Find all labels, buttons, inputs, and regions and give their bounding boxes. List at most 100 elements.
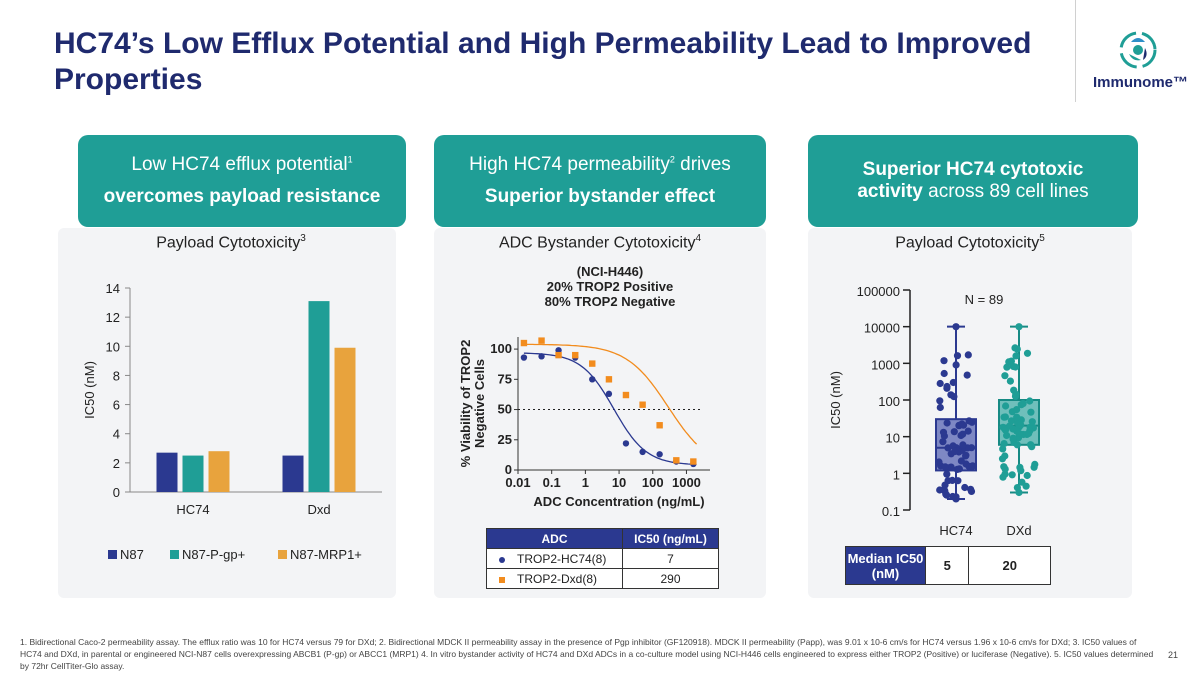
y-tick-label: 100	[878, 394, 900, 409]
table-cell-dxd-ic50: 290	[622, 568, 719, 589]
circle-marker-icon	[499, 556, 505, 563]
fit-curve-1	[523, 343, 698, 445]
table-row-hc74: TROP2-HC74(8)	[486, 548, 623, 569]
data-point-hc74	[952, 361, 960, 369]
company-logo: Immunome™	[1093, 28, 1188, 94]
data-point-min	[1015, 488, 1023, 497]
x-tick-label: DXd	[1006, 523, 1031, 538]
data-point-hc74	[520, 354, 528, 361]
data-point-dxd	[520, 339, 528, 347]
data-point-hc74	[605, 390, 613, 398]
banner-efflux-sup: 1	[347, 154, 353, 165]
data-point-dxd	[1026, 397, 1034, 405]
y-tick-label: 10000	[864, 321, 900, 336]
data-point-hc74	[951, 447, 959, 456]
panel-celllines	[808, 228, 1132, 598]
legend-swatch-2	[278, 550, 287, 559]
data-point-hc74	[941, 463, 949, 471]
y-tick-label: 75	[498, 371, 512, 386]
data-point-hc74	[935, 458, 943, 466]
data-point-hc74	[940, 369, 948, 378]
x-tick-label: 100	[642, 475, 664, 490]
data-point-dxd	[1006, 422, 1014, 430]
data-point-dxd	[673, 457, 680, 464]
median-table: Median IC50 (nM) 5 20	[845, 546, 1051, 585]
data-point-hc74	[959, 421, 968, 429]
data-point-hc74	[555, 347, 562, 354]
y-tick-label: 100000	[857, 284, 900, 299]
data-point-hc74	[957, 457, 965, 465]
table-header-adc: ADC	[486, 528, 623, 549]
chart-title-line: 80% TROP2 Negative	[545, 294, 676, 309]
data-point-dxd	[1011, 392, 1020, 400]
data-point-min	[952, 495, 960, 503]
banner-cyto-line2-bold: activity	[857, 181, 923, 202]
data-point-hc74	[943, 382, 951, 391]
data-point-dxd	[1001, 465, 1009, 473]
data-point-hc74	[538, 353, 545, 360]
banner-efflux: Low HC74 efflux potential1 overcomes pay…	[78, 135, 406, 227]
data-point-dxd	[1025, 429, 1033, 438]
y-tick-label: 4	[113, 427, 120, 442]
y-tick-label: 12	[106, 310, 120, 325]
immunome-logo-icon	[1119, 31, 1157, 69]
banner-cyto-line2: across 89 cell lines	[922, 181, 1089, 202]
banner-efflux-line1: Low HC74 efflux potential	[131, 154, 348, 175]
data-point-hc74	[953, 352, 962, 360]
table-cell-hc74-ic50: 7	[622, 548, 719, 569]
data-point-dxd	[999, 473, 1007, 481]
y-tick-label: 0	[113, 485, 120, 500]
y-tick-label: 6	[113, 398, 120, 413]
panel-title-1-text: Payload Cytotoxicity	[156, 234, 301, 252]
data-point-hc74	[967, 485, 975, 493]
box-plot-celllines: 0.1 1 10 100 1000 10000 100000 IC50 (nM) N = 89 H…	[828, 284, 1040, 538]
data-point-dxd	[1016, 463, 1024, 471]
data-point-hc74	[936, 379, 944, 388]
bar-n87-p-gp--hc74	[182, 455, 204, 492]
legend-swatch-1	[170, 550, 179, 559]
bar-n87-p-gp--dxd	[308, 301, 330, 492]
data-point-hc74	[968, 463, 976, 471]
table-header-ic50: IC50 (ng/mL)	[622, 528, 719, 549]
x-tick-label: 10	[612, 475, 626, 490]
y-tick-label: 50	[498, 402, 512, 417]
n-annotation: N = 89	[965, 292, 1004, 307]
data-point-dxd	[1001, 372, 1009, 380]
data-point-dxd	[622, 391, 630, 399]
y-axis-label-line: Negative Cells	[472, 359, 487, 448]
data-point-dxd	[555, 351, 562, 359]
panel-title-2-sup: 4	[695, 233, 702, 244]
banner-perm-sup: 2	[669, 154, 675, 165]
data-point-hc74	[949, 378, 957, 387]
bar-n87-mrp1--hc74	[208, 451, 230, 492]
data-point-dxd	[1002, 402, 1010, 410]
data-point-dxd	[1027, 441, 1035, 449]
data-point-hc74	[963, 371, 971, 379]
ic50-table-bystander: ADC IC50 (ng/mL) TROP2-HC74(8) 7 TROP2-D…	[486, 528, 719, 589]
banner-permeability: High HC74 permeability2 drives Superior …	[434, 135, 766, 227]
y-axis-label-line: % Viability of TROP2	[458, 340, 473, 468]
data-point-dxd	[589, 360, 596, 367]
panel-title-1-sup: 3	[300, 233, 306, 244]
data-point-hc74	[949, 442, 957, 450]
banner-cytotoxic: Superior HC74 cytotoxic activity across …	[808, 135, 1138, 227]
data-point-dxd	[1012, 352, 1020, 360]
table-row-dxd: TROP2-Dxd(8)	[486, 568, 623, 589]
page-title: HC74’s Low Efflux Potential and High Per…	[54, 27, 1032, 96]
data-point-hc74	[943, 419, 951, 427]
data-point-hc74	[950, 393, 958, 401]
y-axis-label: IC50 (nM)	[82, 361, 97, 419]
panel-title-3-text: Payload Cytotoxicity	[895, 234, 1040, 252]
banner-perm-line1b: drives	[674, 154, 731, 175]
footnote: 1. Bidirectional Caco-2 permeability ass…	[20, 637, 1154, 671]
data-point-hc74	[936, 403, 944, 412]
panel-title-3-sup: 5	[1039, 233, 1045, 244]
y-tick-label: 1	[893, 467, 900, 482]
x-tick-label: 1000	[672, 475, 701, 490]
data-point-dxd	[1018, 478, 1026, 486]
data-point-hc74	[950, 428, 958, 436]
data-point-hc74	[943, 470, 951, 478]
x-tick-label: 0.1	[543, 475, 561, 490]
chart-title-line: (NCI-H446)	[577, 264, 643, 279]
